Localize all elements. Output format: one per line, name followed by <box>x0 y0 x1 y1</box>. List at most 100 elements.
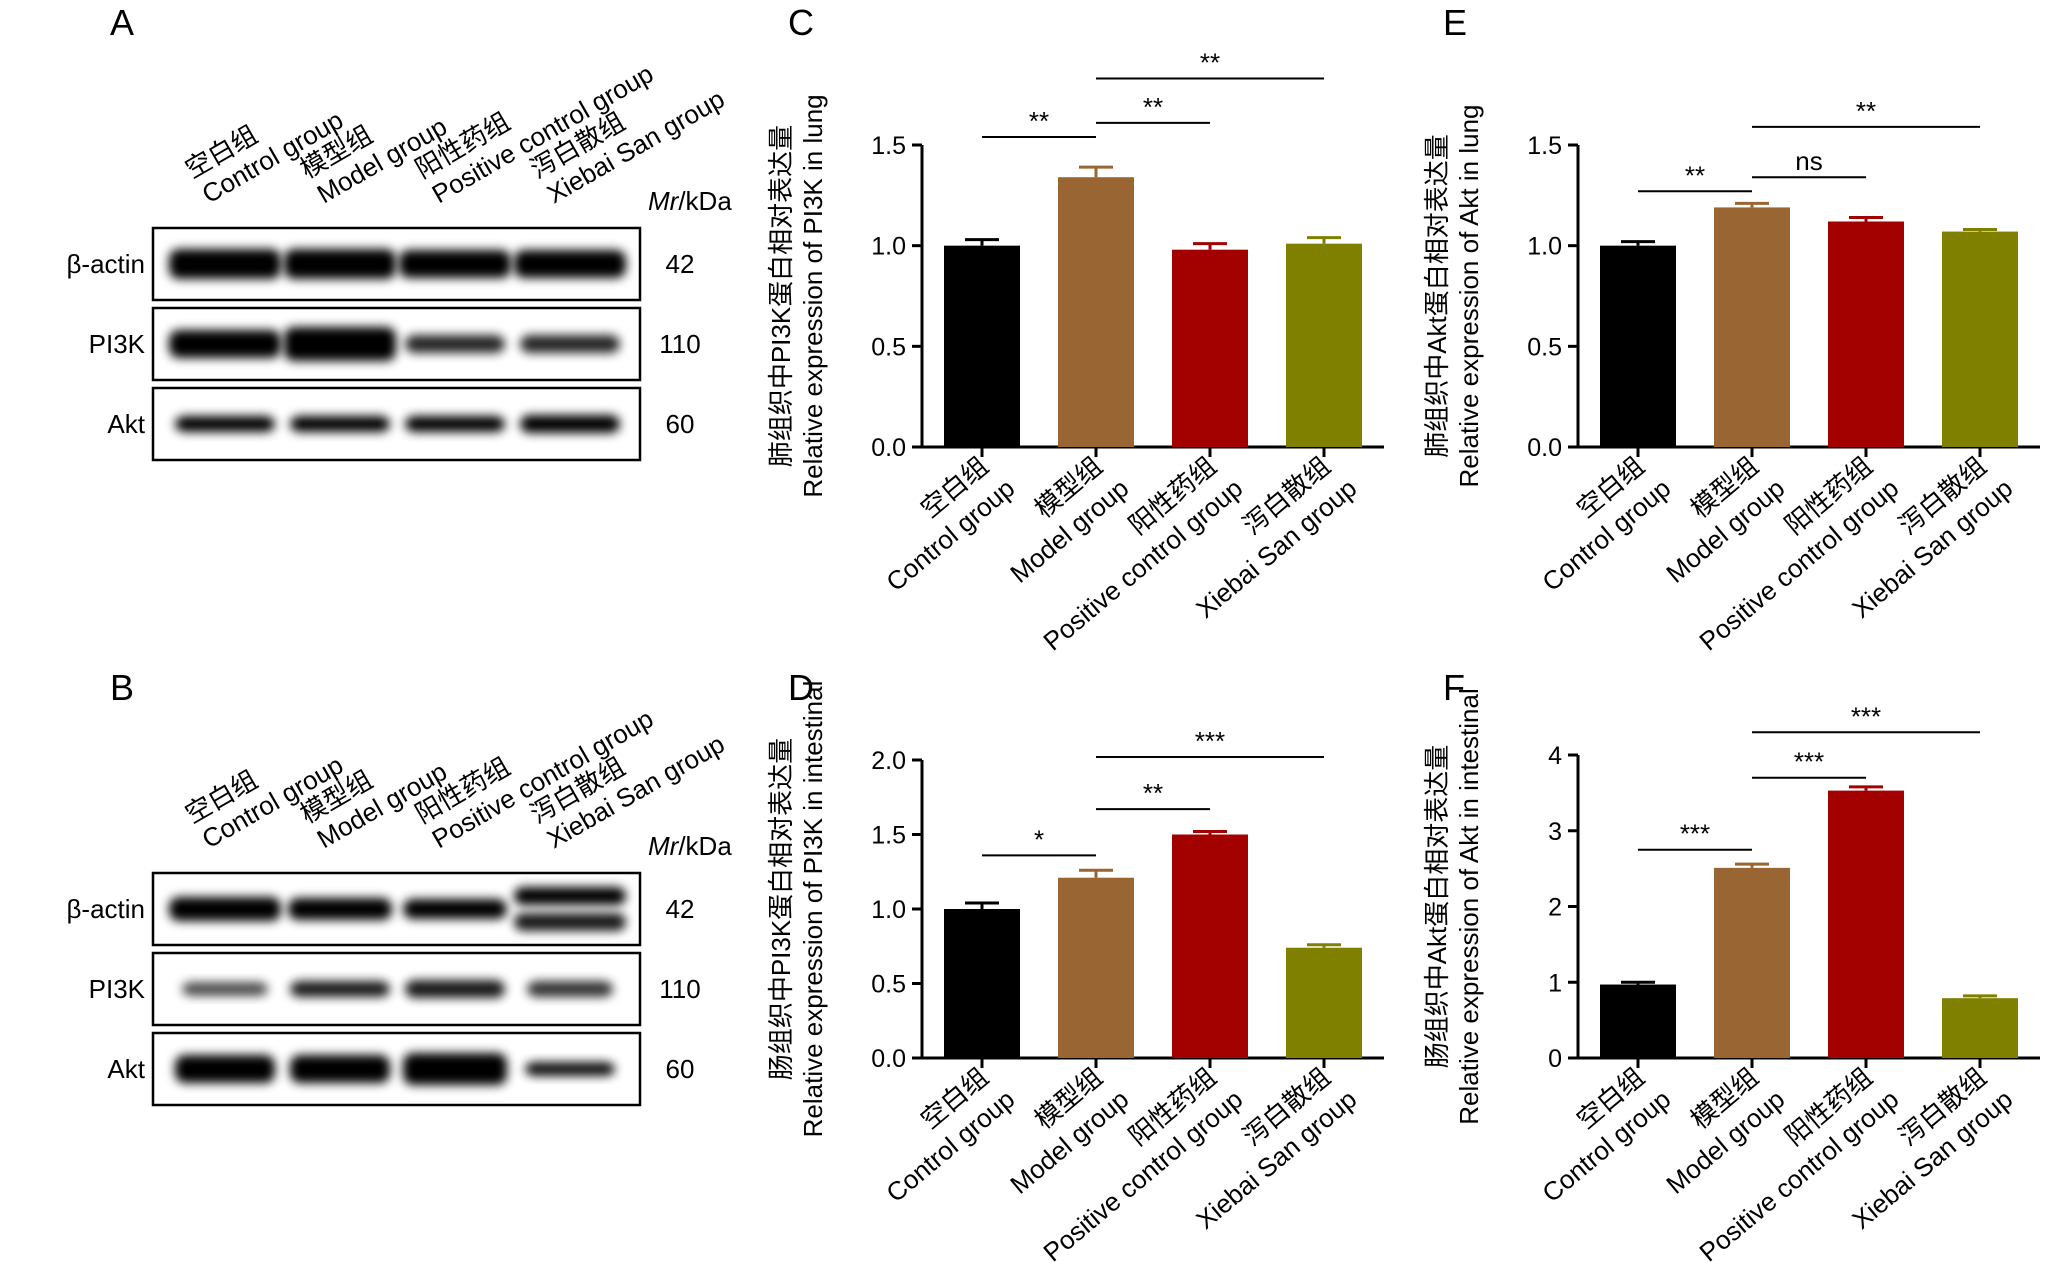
y-axis-label: 肠组织中Akt蛋白相对表达量 Relative expression of Akt… <box>1422 688 1484 1124</box>
y-tick-label: 1.0 <box>871 896 906 924</box>
blot-band <box>290 416 390 432</box>
blot-band <box>399 250 511 278</box>
protein-label: PI3K <box>89 974 146 1004</box>
y-axis-label-cn: 肺组织中Akt蛋白相对表达量 <box>1422 134 1452 458</box>
blot-row-0: β-actin 42 <box>66 871 694 947</box>
y-tick-label: 2 <box>1548 894 1562 922</box>
bar-control-group <box>944 245 1020 447</box>
protein-label: PI3K <box>89 329 146 359</box>
y-axis-label-en: Relative expression of PI3K in intestina… <box>798 681 828 1138</box>
y-axis-label-en: Relative expression of Akt in lung <box>1454 105 1484 488</box>
y-tick-label: 0.0 <box>871 434 906 462</box>
blot-band <box>514 250 626 278</box>
kda-label: 60 <box>666 409 695 439</box>
y-tick-label: 0.0 <box>871 1045 906 1073</box>
y-axis-label-cn: 肠组织中Akt蛋白相对表达量 <box>1422 745 1452 1069</box>
bar-control-group <box>944 909 1020 1058</box>
kda-label: 110 <box>659 974 700 1004</box>
y-tick-label: 1.0 <box>1527 233 1562 261</box>
panel-letter-e: E <box>1443 2 1467 43</box>
significance-label: * <box>1034 824 1044 854</box>
blot-band <box>175 1055 275 1083</box>
y-tick-label: 1 <box>1548 969 1562 997</box>
bar-xiebai-san-group <box>1942 231 2018 447</box>
protein-label: β-actin <box>66 894 145 924</box>
bar-positive-control-group <box>1172 834 1248 1058</box>
blot-band <box>169 249 281 279</box>
blot-band <box>514 913 626 931</box>
y-tick-label: 1.5 <box>871 132 906 160</box>
y-tick-label: 0.5 <box>871 333 906 361</box>
blot-band <box>514 887 626 905</box>
protein-label: Akt <box>107 409 145 439</box>
bar-model-group <box>1058 877 1134 1058</box>
significance-label: ** <box>1200 48 1220 78</box>
protein-label: β-actin <box>66 249 145 279</box>
y-axis-label: 肺组织中Akt蛋白相对表达量 Relative expression of Akt… <box>1422 105 1484 488</box>
panel-letter-a: A <box>110 2 134 43</box>
protein-label: Akt <box>107 1054 145 1084</box>
y-tick-label: 3 <box>1548 818 1562 846</box>
blot-band <box>403 899 507 919</box>
panel-letter-c: C <box>788 2 814 43</box>
bar-xiebai-san-group <box>1286 243 1362 447</box>
significance-label: ** <box>1856 96 1876 126</box>
bar-model-group <box>1714 207 1790 447</box>
blot-row-2: Akt 60 <box>107 386 695 462</box>
y-tick-label: 0.5 <box>871 971 906 999</box>
y-tick-label: 4 <box>1548 742 1562 770</box>
kda-label: 42 <box>666 249 695 279</box>
blot-band <box>405 416 505 432</box>
blot-band <box>284 249 396 279</box>
blot-row-1: PI3K 110 <box>89 306 701 382</box>
mr-suffix: /kDa <box>678 831 732 861</box>
y-tick-label: 0.5 <box>1527 333 1562 361</box>
bar-xiebai-san-group <box>1286 947 1362 1058</box>
bar-positive-control-group <box>1172 249 1248 447</box>
blot-band <box>403 1053 507 1085</box>
significance-label: ** <box>1029 106 1049 136</box>
bar-control-group <box>1600 245 1676 447</box>
y-axis-label-cn: 肺组织中PI3K蛋白相对表达量 <box>766 125 796 467</box>
bar-positive-control-group <box>1828 790 1904 1058</box>
blot-row-0: β-actin 42 <box>66 226 695 302</box>
blot-band <box>520 415 620 433</box>
y-tick-label: 1.0 <box>871 233 906 261</box>
y-tick-label: 0 <box>1548 1045 1562 1073</box>
significance-label: ** <box>1685 160 1705 190</box>
bar-positive-control-group <box>1828 221 1904 447</box>
y-tick-label: 2.0 <box>871 747 906 775</box>
panel-letter-f: F <box>1443 667 1465 708</box>
blot-band <box>284 327 396 361</box>
blot-row-2: Akt 60 <box>107 1031 695 1107</box>
blot-band <box>182 982 268 996</box>
panel-letter-d: D <box>788 667 814 708</box>
blot-band <box>288 898 392 920</box>
y-axis-label: 肺组织中PI3K蛋白相对表达量 Relative expression of PI… <box>766 94 828 497</box>
y-tick-label: 1.5 <box>1527 132 1562 160</box>
y-axis-label-cn: 肠组织中PI3K蛋白相对表达量 <box>766 738 796 1080</box>
kda-label: 60 <box>666 1054 695 1084</box>
mr-kda-header: Mr/kDa <box>648 186 732 216</box>
kda-label: 110 <box>659 329 700 359</box>
blot-band <box>175 416 275 432</box>
bar-model-group <box>1058 177 1134 448</box>
significance-label: ** <box>1143 778 1163 808</box>
blot-band <box>520 335 620 353</box>
bar-xiebai-san-group <box>1942 998 2018 1058</box>
blot-band <box>290 1055 390 1083</box>
y-axis-label-en: Relative expression of PI3K in lung <box>798 94 828 497</box>
significance-label: *** <box>1851 701 1881 731</box>
mr-kda-header: Mr/kDa <box>648 831 732 861</box>
blot-band <box>405 335 505 353</box>
blot-band <box>290 981 390 997</box>
